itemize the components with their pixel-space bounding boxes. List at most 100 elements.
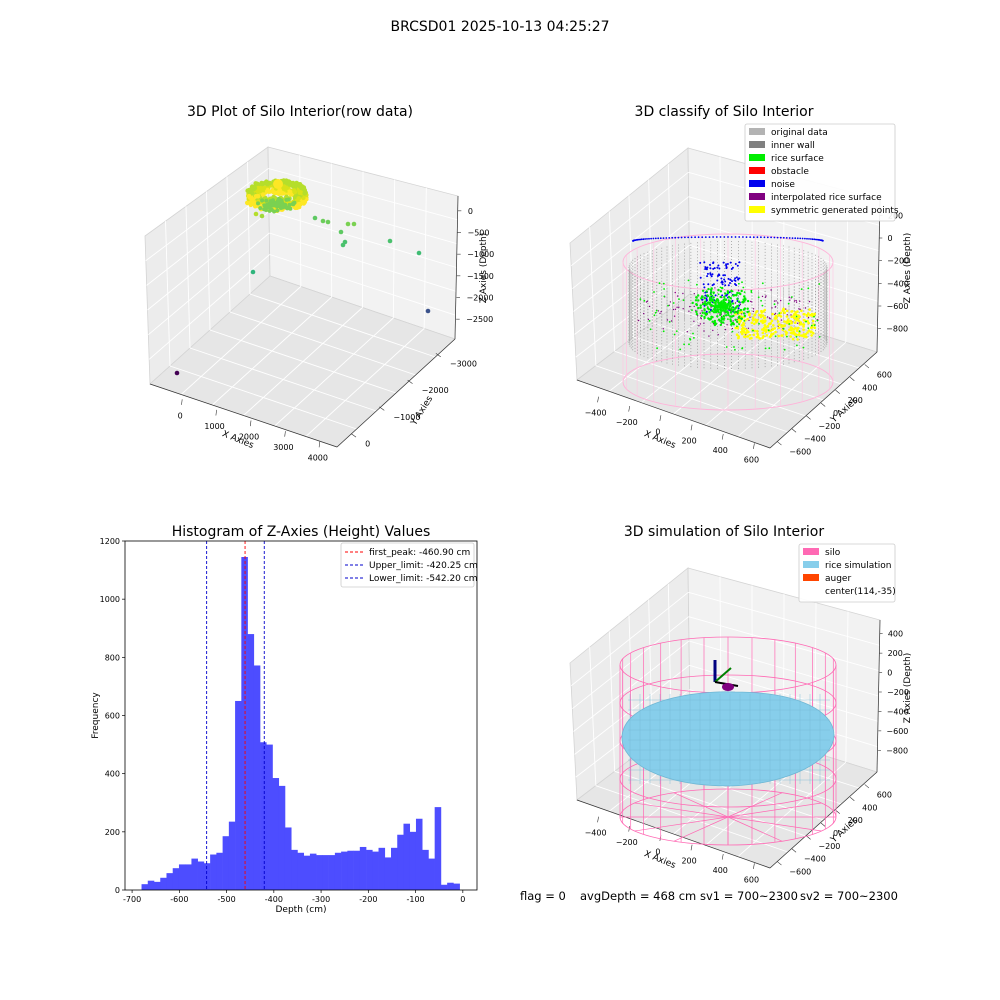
tick-label: −600 (887, 302, 909, 311)
noise-point (779, 236, 782, 239)
symmetric-point (794, 321, 797, 324)
symmetric-point (785, 315, 789, 318)
noise-point (646, 238, 648, 240)
noise-point (662, 237, 665, 240)
rice-surface-point (703, 315, 706, 319)
raw-point (250, 269, 256, 275)
tick-label: −400 (887, 279, 909, 288)
interpolated-point (751, 301, 753, 303)
noise-point (773, 236, 776, 239)
noise-point (703, 286, 706, 289)
tick-mark (753, 863, 755, 869)
symmetric-point (803, 335, 806, 338)
raw-point (255, 194, 261, 199)
noise-point (706, 266, 709, 269)
symmetric-point (796, 310, 799, 313)
rice-surface-point (722, 315, 725, 318)
rice-surface-point (767, 329, 770, 332)
noise-point (674, 236, 677, 239)
rice-surface-point (720, 319, 723, 322)
symmetric-point (753, 329, 756, 333)
rice-surface-point (760, 299, 762, 302)
raw-point (302, 191, 308, 196)
legend-swatch (803, 574, 819, 581)
tick-label: 600 (877, 370, 892, 379)
rice-surface-point (712, 292, 715, 295)
noise-point (756, 236, 759, 239)
rice-surface-point (653, 291, 655, 293)
symmetric-point (813, 312, 816, 316)
interpolated-point (790, 314, 792, 316)
interpolated-point (657, 310, 660, 312)
noise-point (705, 268, 708, 271)
rice-surface-point (810, 324, 813, 327)
histogram-bar (309, 853, 317, 890)
symmetric-point (805, 335, 808, 339)
classify-3d-plot: 3D classify of Silo Interior −400 −200 0 20… (569, 104, 913, 464)
rice-surface-point (656, 347, 658, 350)
rice-surface-point (707, 287, 710, 291)
noise-point (737, 307, 740, 310)
interpolated-point (780, 299, 782, 302)
rice-surface-point (711, 320, 714, 323)
rice-surface-point (725, 346, 728, 348)
silo-wire-spoke (673, 816, 729, 842)
tick-label: −3000 (450, 359, 477, 368)
rice-surface-point (807, 327, 810, 330)
symmetric-point (776, 320, 780, 323)
noise-point (737, 278, 740, 281)
symmetric-point (750, 321, 754, 325)
interpolated-point (712, 329, 714, 332)
interpolated-point (750, 300, 752, 303)
interpolated-point (764, 296, 767, 298)
symmetric-point (779, 311, 783, 315)
raw-point (276, 191, 282, 196)
rice-surface-point (727, 303, 730, 306)
gridline (305, 328, 425, 437)
rice-surface-point (673, 333, 676, 336)
rice-surface-point (768, 347, 771, 350)
symmetric-point (779, 315, 783, 318)
noise-point (644, 238, 646, 240)
rice-surface-point (717, 299, 720, 302)
noise-point (690, 236, 693, 239)
interpolated-point (739, 303, 742, 306)
histogram-bar (409, 831, 417, 890)
histogram-bar (178, 864, 186, 890)
status-avg-depth: avgDepth = 468 cm (580, 889, 696, 903)
rice-surface-point (706, 307, 709, 310)
symmetric-point (740, 310, 744, 314)
rice-surface-point (697, 306, 700, 310)
interpolated-point (676, 295, 679, 297)
interpolated-point (717, 334, 719, 336)
symmetric-point (810, 330, 813, 334)
histogram-plot: Histogram of Z-Axies (Height) Values -70… (91, 524, 478, 915)
y-axis-line (769, 351, 878, 449)
rice-surface-point (740, 317, 743, 320)
rice-surface-point (700, 295, 704, 298)
symmetric-point (770, 319, 774, 323)
rice-surface-point (813, 315, 815, 318)
noise-point (712, 236, 714, 238)
x-axis-line (576, 799, 771, 869)
legend-label: original data (771, 128, 828, 138)
rice-surface-point (695, 296, 698, 299)
tick-label: −600 (789, 448, 811, 457)
rice-surface-point (757, 296, 760, 299)
noise-point (822, 239, 824, 242)
rice-surface-point (743, 291, 746, 293)
simulation-plot-title: 3D simulation of Silo Interior (624, 524, 825, 540)
interpolated-point (648, 305, 651, 308)
noise-point (714, 294, 717, 297)
noise-point (727, 284, 730, 287)
rice-simulation-surface (621, 691, 835, 787)
histogram-bar (235, 700, 242, 890)
rice-surface-point (703, 309, 706, 312)
tick-mark (318, 441, 321, 448)
tick-mark (407, 379, 413, 384)
rice-surface-point (746, 299, 750, 303)
interpolated-point (786, 314, 788, 316)
symmetric-point (777, 334, 780, 338)
rice-surface-point (722, 302, 726, 305)
tick-label: −2000 (422, 386, 449, 395)
